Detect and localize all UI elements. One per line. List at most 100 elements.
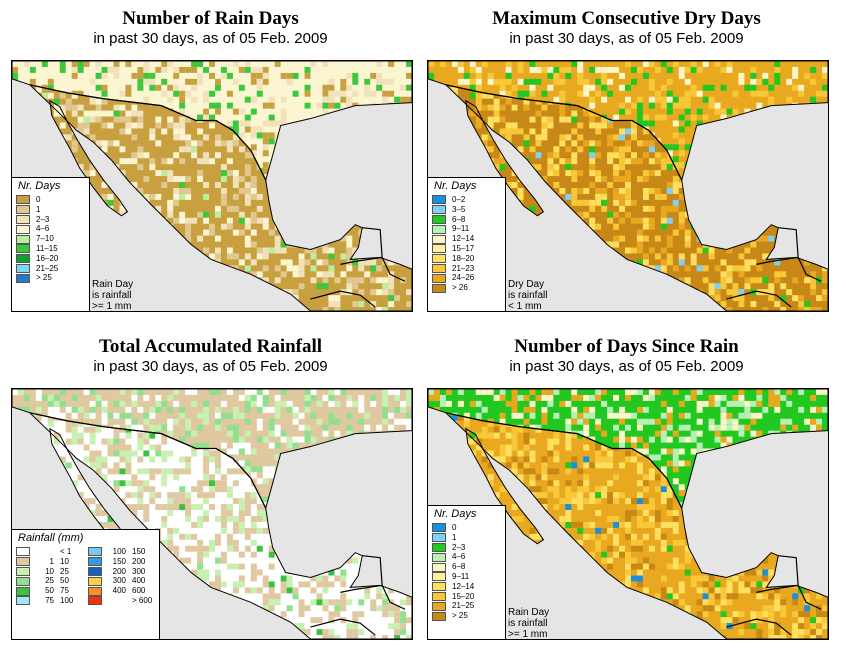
legend-swatch (432, 263, 446, 273)
us-pixel (280, 454, 287, 461)
us-pixel (280, 460, 287, 467)
mexico-pixel (35, 122, 42, 129)
us-pixel (768, 162, 775, 169)
mexico-pixel (203, 474, 210, 481)
us-pixel (708, 96, 715, 103)
mexico-pixel (613, 146, 620, 153)
mexico-pixel (529, 223, 536, 230)
mexico-pixel (149, 444, 156, 451)
mexico-pixel (642, 223, 649, 230)
mexico-pixel (113, 444, 120, 451)
us-pixel (428, 162, 434, 169)
us-pixel (107, 412, 114, 419)
legend-entry: 2–3 (12, 215, 89, 225)
us-pixel (822, 138, 828, 145)
us-pixel (370, 72, 377, 79)
mexico-pixel (77, 128, 84, 135)
mexico-pixel (565, 259, 572, 266)
mexico-pixel (95, 504, 102, 511)
mexico-pixel (400, 468, 407, 475)
mexico-pixel (720, 301, 727, 308)
mexico-pixel (352, 193, 359, 200)
us-pixel (406, 418, 412, 425)
us-pixel (125, 406, 132, 413)
us-pixel (798, 162, 805, 169)
mexico-pixel (268, 587, 275, 594)
mexico-pixel (322, 259, 329, 266)
us-pixel (690, 114, 697, 121)
mexico-pixel (370, 158, 377, 165)
mexico-pixel (559, 158, 566, 165)
mexico-pixel (244, 265, 251, 272)
legend-swatch (432, 214, 446, 224)
mexico-pixel (101, 98, 108, 105)
us-pixel (732, 90, 739, 97)
us-pixel (822, 84, 828, 91)
mexico-pixel (298, 187, 305, 194)
mexico-pixel (232, 205, 239, 212)
mexico-pixel (334, 462, 341, 469)
mexico-pixel (523, 170, 530, 177)
us-pixel (292, 72, 299, 79)
us-pixel (232, 406, 239, 413)
mexico-pixel (732, 182, 739, 188)
mexico-pixel (370, 468, 377, 475)
mexico-pixel (89, 426, 96, 433)
us-pixel (101, 66, 108, 73)
us-pixel (810, 150, 817, 157)
mexico-pixel (382, 521, 389, 528)
us-pixel (451, 102, 458, 109)
mexico-pixel (328, 474, 335, 481)
mexico-pixel (583, 199, 590, 206)
us-pixel (71, 394, 78, 401)
mexico-pixel (358, 301, 365, 308)
mexico-pixel (155, 211, 162, 218)
mexico-pixel (370, 444, 377, 451)
us-pixel (726, 66, 733, 73)
mexico-pixel (232, 170, 239, 177)
mexico-pixel (406, 587, 412, 594)
mexico-pixel (394, 164, 401, 171)
mexico-pixel (101, 521, 108, 528)
mexico-pixel (149, 301, 156, 308)
us-pixel (475, 156, 482, 163)
us-pixel (197, 412, 204, 419)
legend-label: 15–17 (452, 243, 475, 253)
mexico-pixel (137, 223, 144, 230)
mexico-pixel (292, 271, 299, 278)
us-pixel (23, 61, 30, 67)
mexico-pixel (780, 307, 787, 311)
mexico-pixel (286, 587, 293, 594)
mexico-pixel (774, 170, 781, 177)
us-pixel (131, 394, 138, 401)
us-pixel (328, 412, 335, 419)
mexico-pixel (388, 104, 395, 111)
mexico-pixel (744, 152, 751, 159)
mexico-pixel (250, 569, 257, 576)
us-pixel (244, 406, 251, 413)
mexico-pixel (125, 122, 132, 129)
us-pixel (59, 168, 66, 175)
mexico-pixel (684, 182, 691, 188)
note-line: is rainfall (508, 290, 548, 301)
mexico-pixel (41, 456, 48, 463)
us-pixel (238, 132, 245, 139)
mexico-pixel (244, 527, 251, 534)
mexico-pixel (690, 259, 697, 266)
mexico-pixel (214, 301, 221, 308)
us-pixel (23, 126, 30, 133)
mexico-pixel (364, 122, 371, 129)
mexico-pixel (53, 110, 60, 117)
us-pixel (708, 174, 715, 181)
mexico-pixel (595, 235, 602, 242)
us-pixel (328, 472, 335, 479)
mexico-pixel (400, 247, 407, 254)
mexico-pixel (346, 283, 353, 290)
mexico-pixel (358, 170, 365, 177)
mexico-pixel (786, 217, 793, 224)
us-pixel (577, 78, 584, 85)
mexico-pixel (541, 134, 548, 141)
mexico-pixel (316, 504, 323, 511)
us-pixel (125, 418, 132, 425)
us-pixel (376, 114, 383, 121)
